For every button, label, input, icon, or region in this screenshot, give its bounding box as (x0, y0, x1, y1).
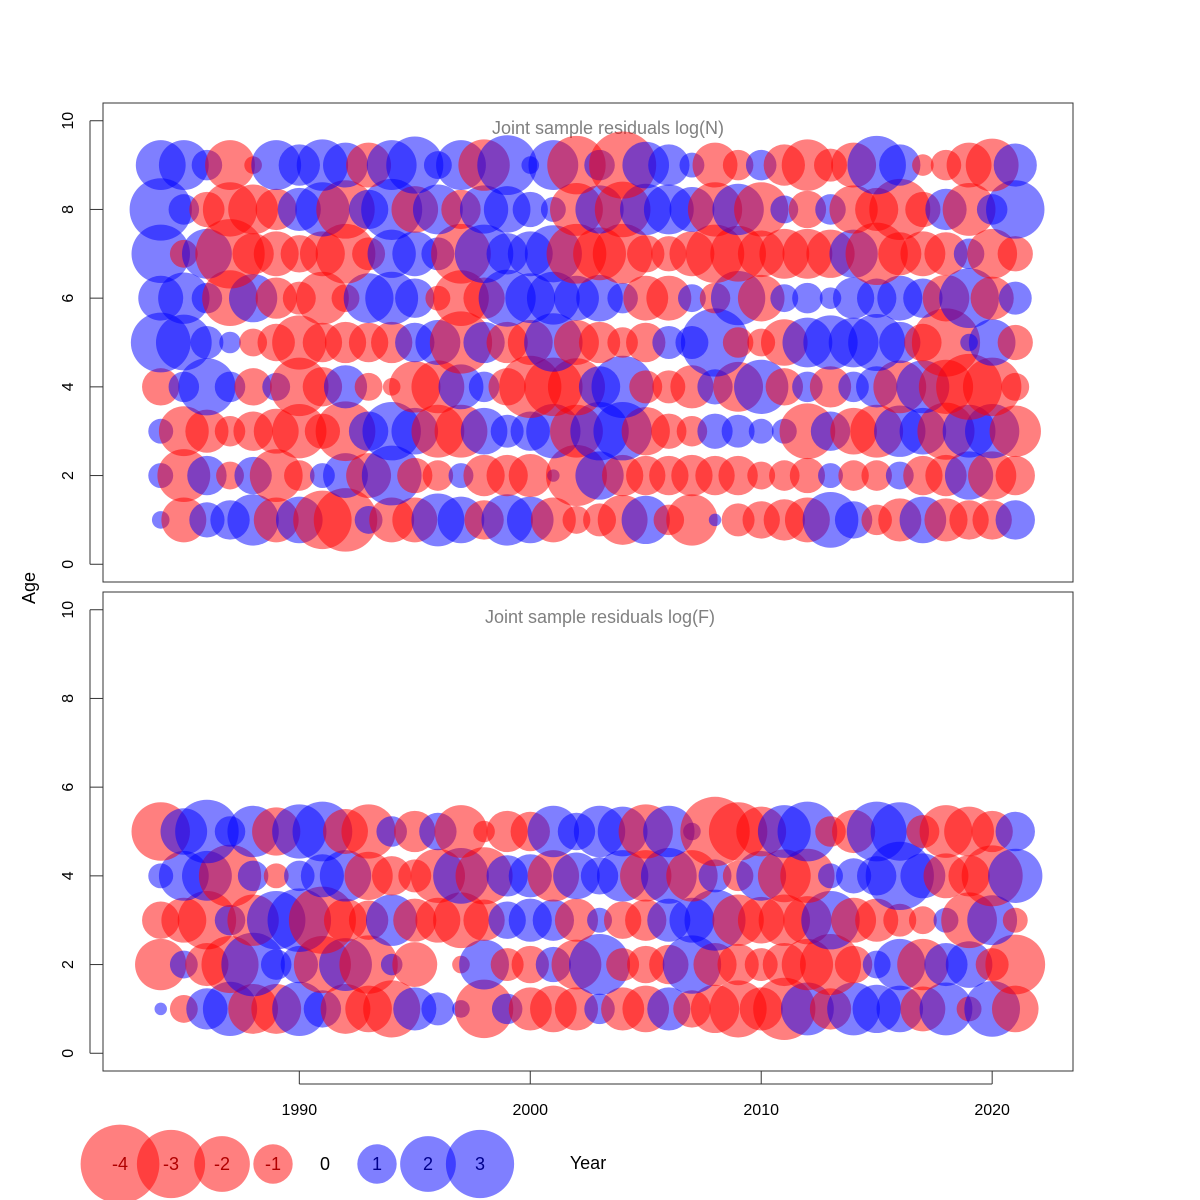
residual-bubble (749, 419, 774, 444)
y-tick-label: 6 (60, 294, 77, 303)
y-tick-label: 4 (60, 871, 77, 880)
residual-bubble (1003, 908, 1028, 933)
y-tick-label: 10 (60, 601, 77, 619)
residual-bubble (190, 326, 223, 359)
y-tick-label: 6 (60, 783, 77, 792)
y-tick-label: 0 (60, 560, 77, 569)
residual-bubble (709, 514, 721, 526)
residual-bubble (999, 282, 1032, 315)
residual-bubble (996, 500, 1035, 539)
residual-bubble (792, 283, 823, 314)
legend-label: -3 (163, 1154, 179, 1174)
x-axis-label: Year (570, 1153, 606, 1173)
y-tick-label: 4 (60, 382, 77, 391)
residual-bubble (509, 454, 552, 497)
residual-bubble (998, 236, 1033, 271)
legend-label: -2 (214, 1154, 230, 1174)
residual-bubble (909, 906, 937, 934)
x-tick-label: 1990 (282, 1102, 318, 1119)
residual-bubble (219, 332, 241, 354)
residual-bubble (998, 325, 1033, 360)
y-tick-label: 10 (60, 112, 77, 130)
y-tick-label: 2 (60, 960, 77, 969)
residual-bubble (988, 849, 1042, 903)
y-tick-label: 8 (60, 694, 77, 703)
legend-label: 1 (372, 1154, 382, 1174)
x-tick-label: 2020 (974, 1102, 1010, 1119)
residual-bubble (994, 144, 1037, 187)
legend-label: 3 (475, 1154, 485, 1174)
residual-bubble (996, 456, 1035, 495)
x-tick-label: 2010 (743, 1102, 779, 1119)
y-tick-label: 2 (60, 471, 77, 480)
residual-bubble (155, 1003, 167, 1015)
residual-bubble (355, 373, 383, 401)
residual-bubble (392, 942, 437, 987)
residual-bubble (912, 154, 934, 176)
legend-label: 0 (320, 1154, 330, 1174)
panel-log-f-bubbles (132, 797, 1046, 1040)
residual-bubble (996, 812, 1035, 851)
legend-label: -1 (265, 1154, 281, 1174)
y-tick-label: 8 (60, 205, 77, 214)
residual-bubble-chart: Joint sample residuals log(N) 0246810 Jo… (0, 0, 1200, 1200)
residual-bubble (421, 992, 454, 1025)
legend-label: 2 (423, 1154, 433, 1174)
y-tick-label: 0 (60, 1049, 77, 1058)
residual-bubble (1001, 373, 1029, 401)
x-tick-label: 2000 (512, 1102, 548, 1119)
panel-log-f-title: Joint sample residuals log(F) (485, 607, 715, 627)
panel-log-n: Joint sample residuals log(N) 0 2 4 6 8 10 (60, 103, 1073, 582)
y-axis-label: Age (19, 572, 39, 604)
legend-label: -4 (112, 1154, 128, 1174)
